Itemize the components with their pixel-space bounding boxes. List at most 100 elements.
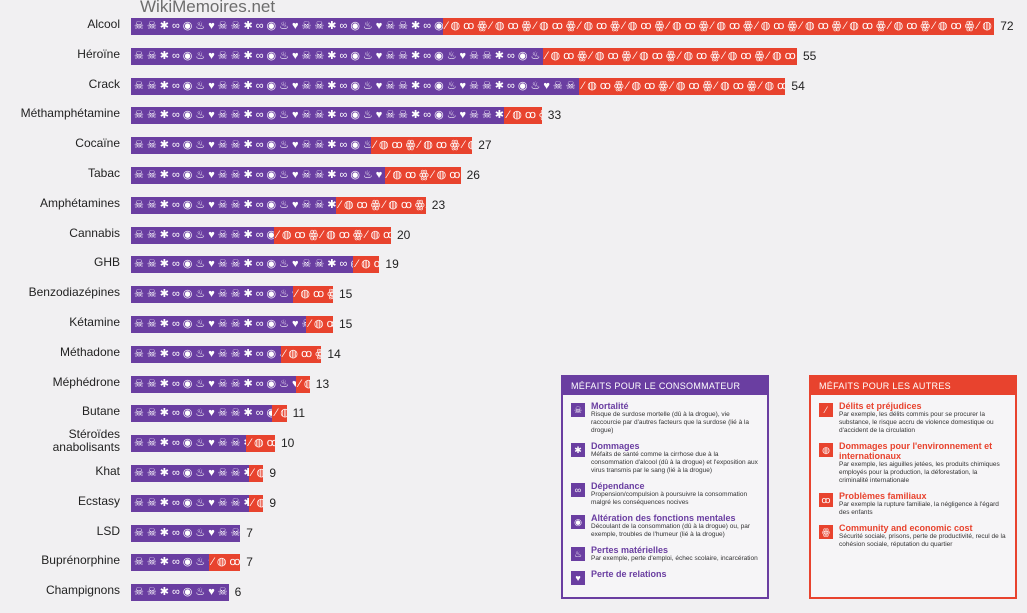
others-segment: ⁄◍ꝏꙮ⁄◍ꝏꙮ⁄◍ꝏꙮ⁄◍ꝏꙮ⁄◍ꝏꙮ⁄◍ꝏꙮ⁄◍ꝏꙮ⁄◍ꝏꙮ⁄◍ꝏꙮ⁄◍ꝏꙮ… [274,226,391,244]
value-label: 23 [431,197,446,212]
legend-item-desc: Découlant de la consommation (dû à la dr… [591,523,750,538]
bar: ☠☠✱∞◉♨♥☠☠✱∞◉♨♥☠☠✱∞◉♨♥☠☠✱∞◉♨♥☠☠✱∞◉♨♥☠☠✱∞◉… [131,107,542,125]
others-segment: ⁄◍ꝏꙮ⁄◍ꝏꙮ⁄◍ꝏꙮ⁄◍ꝏꙮ⁄◍ꝏꙮ⁄◍ꝏꙮ⁄◍ꝏꙮ⁄◍ꝏꙮ⁄◍ꝏꙮ⁄◍ꝏꙮ… [353,256,380,274]
users-segment: ☠☠✱∞◉♨♥☠☠✱∞◉♨♥☠☠✱∞◉♨♥☠☠✱∞◉♨♥☠☠✱∞◉♨♥☠☠✱∞◉… [131,196,337,214]
category-label: Méphédrone [52,374,120,389]
legend-item-title: Altération des fonctions mentales [591,513,736,523]
bar-row: Héroïne ☠☠✱∞◉♨♥☠☠✱∞◉♨♥☠☠✱∞◉♨♥☠☠✱∞◉♨♥☠☠✱∞◉… [0,46,1027,66]
bar-row: Amphétamines ☠☠✱∞◉♨♥☠☠✱∞◉♨♥☠☠✱∞◉♨♥☠☠✱∞◉♨♥… [0,195,1027,215]
others-segment: ⁄◍ꝏꙮ⁄◍ꝏꙮ⁄◍ꝏꙮ⁄◍ꝏꙮ⁄◍ꝏꙮ⁄◍ꝏꙮ⁄◍ꝏꙮ⁄◍ꝏꙮ⁄◍ꝏꙮ⁄◍ꝏꙮ… [248,494,264,512]
bar: ☠☠✱∞◉♨♥☠☠✱∞◉♨♥☠☠✱∞◉♨♥☠☠✱∞◉♨♥☠☠✱∞◉♨♥☠☠✱∞◉… [131,554,241,572]
value-label: 9 [269,495,277,510]
users-segment: ☠☠✱∞◉♨♥☠☠✱∞◉♨♥☠☠✱∞◉♨♥☠☠✱∞◉♨♥☠☠✱∞◉♨♥☠☠✱∞◉… [131,47,543,65]
globe-icon: ◍ [819,443,833,457]
bar: ☠☠✱∞◉♨♥☠☠✱∞◉♨♥☠☠✱∞◉♨♥☠☠✱∞◉♨♥☠☠✱∞◉♨♥☠☠✱∞◉… [131,375,310,393]
knife-icon: ⁄ [819,403,833,417]
bar: ☠☠✱∞◉♨♥☠☠✱∞◉♨♥☠☠✱∞◉♨♥☠☠✱∞◉♨♥☠☠✱∞◉♨♥☠☠✱∞◉… [131,584,229,602]
bar: ☠☠✱∞◉♨♥☠☠✱∞◉♨♥☠☠✱∞◉♨♥☠☠✱∞◉♨♥☠☠✱∞◉♨♥☠☠✱∞◉… [131,405,287,423]
bar-row: Champignons ☠☠✱∞◉♨♥☠☠✱∞◉♨♥☠☠✱∞◉♨♥☠☠✱∞◉♨♥☠… [0,584,1027,602]
others-segment: ⁄◍ꝏꙮ⁄◍ꝏꙮ⁄◍ꝏꙮ⁄◍ꝏꙮ⁄◍ꝏꙮ⁄◍ꝏꙮ⁄◍ꝏꙮ⁄◍ꝏꙮ⁄◍ꝏꙮ⁄◍ꝏꙮ… [246,435,275,453]
value-label: 7 [246,525,253,540]
bar: ☠☠✱∞◉♨♥☠☠✱∞◉♨♥☠☠✱∞◉♨♥☠☠✱∞◉♨♥☠☠✱∞◉♨♥☠☠✱∞◉… [131,494,264,512]
category-label: Méthamphétamine [20,106,120,121]
category-label: Buprénorphine [41,553,120,568]
brain-icon: ◉ [571,515,585,529]
category-label: Stéroïdes anabolisants [52,427,120,455]
bar-row: Cocaïne ☠☠✱∞◉♨♥☠☠✱∞◉♨♥☠☠✱∞◉♨♥☠☠✱∞◉♨♥☠☠✱∞◉… [0,137,1027,155]
legend-item: ♥ Perte de relations [571,569,759,585]
category-label: Kétamine [69,315,120,329]
bar: ☠☠✱∞◉♨♥☠☠✱∞◉♨♥☠☠✱∞◉♨♥☠☠✱∞◉♨♥☠☠✱∞◉♨♥☠☠✱∞◉… [131,137,473,155]
others-segment: ⁄◍ꝏꙮ⁄◍ꝏꙮ⁄◍ꝏꙮ⁄◍ꝏꙮ⁄◍ꝏꙮ⁄◍ꝏꙮ⁄◍ꝏꙮ⁄◍ꝏꙮ⁄◍ꝏꙮ⁄◍ꝏꙮ… [442,18,995,35]
others-segment: ⁄◍ꝏꙮ⁄◍ꝏꙮ⁄◍ꝏꙮ⁄◍ꝏꙮ⁄◍ꝏꙮ⁄◍ꝏꙮ⁄◍ꝏꙮ⁄◍ꝏꙮ⁄◍ꝏꙮ⁄◍ꝏꙮ… [292,286,333,304]
category-label: Khat [95,464,120,478]
bar: ☠☠✱∞◉♨♥☠☠✱∞◉♨♥☠☠✱∞◉♨♥☠☠✱∞◉♨♥☠☠✱∞◉♨♥☠☠✱∞◉… [131,226,391,244]
legend-item-desc: Risque de surdose mortelle (dû à la drog… [591,411,750,434]
legend-item: ꙮ Community and economic cost Sécurité s… [819,523,1007,549]
value-label: 14 [327,346,341,361]
legend-item-title: Problèmes familiaux [839,491,927,501]
category-label: Amphétamines [39,195,120,210]
others-segment: ⁄◍ꝏꙮ⁄◍ꝏꙮ⁄◍ꝏꙮ⁄◍ꝏꙮ⁄◍ꝏꙮ⁄◍ꝏꙮ⁄◍ꝏꙮ⁄◍ꝏꙮ⁄◍ꝏꙮ⁄◍ꝏꙮ… [296,375,310,393]
legend-item-desc: Par exemple, les délits commis pour se p… [839,411,994,434]
value-label: 7 [246,555,253,570]
category-label: Méthadone [59,344,120,359]
bar-row: Butane ☠☠✱∞◉♨♥☠☠✱∞◉♨♥☠☠✱∞◉♨♥☠☠✱∞◉♨♥☠☠✱∞◉♨… [0,405,1027,423]
others-segment: ⁄◍ꝏꙮ⁄◍ꝏꙮ⁄◍ꝏꙮ⁄◍ꝏꙮ⁄◍ꝏꙮ⁄◍ꝏꙮ⁄◍ꝏꙮ⁄◍ꝏꙮ⁄◍ꝏꙮ⁄◍ꝏꙮ… [542,47,797,65]
family-icon: ꝏ [819,493,833,507]
bar-row: Cannabis ☠☠✱∞◉♨♥☠☠✱∞◉♨♥☠☠✱∞◉♨♥☠☠✱∞◉♨♥☠☠✱∞… [0,225,1027,245]
value-label: 72 [1000,19,1014,33]
bar: ☠☠✱∞◉♨♥☠☠✱∞◉♨♥☠☠✱∞◉♨♥☠☠✱∞◉♨♥☠☠✱∞◉♨♥☠☠✱∞◉… [131,77,786,95]
legend-item: ∞ Dépendance Propension/compulsion à pou… [571,481,759,507]
users-segment: ☠☠✱∞◉♨♥☠☠✱∞◉♨♥☠☠✱∞◉♨♥☠☠✱∞◉♨♥☠☠✱∞◉♨♥☠☠✱∞◉… [131,405,273,423]
bar: ☠☠✱∞◉♨♥☠☠✱∞◉♨♥☠☠✱∞◉♨♥☠☠✱∞◉♨♥☠☠✱∞◉♨♥☠☠✱∞◉… [131,286,333,304]
category-label: Ecstasy [77,493,120,508]
others-segment: ⁄◍ꝏꙮ⁄◍ꝏꙮ⁄◍ꝏꙮ⁄◍ꝏꙮ⁄◍ꝏꙮ⁄◍ꝏꙮ⁄◍ꝏꙮ⁄◍ꝏꙮ⁄◍ꝏꙮ⁄◍ꝏꙮ… [336,196,426,214]
users-segment: ☠☠✱∞◉♨♥☠☠✱∞◉♨♥☠☠✱∞◉♨♥☠☠✱∞◉♨♥☠☠✱∞◉♨♥☠☠✱∞◉… [131,345,281,363]
users-segment: ☠☠✱∞◉♨♥☠☠✱∞◉♨♥☠☠✱∞◉♨♥☠☠✱∞◉♨♥☠☠✱∞◉♨♥☠☠✱∞◉… [131,77,580,95]
broken-heart-icon: ♥ [571,571,585,585]
value-label: 15 [339,317,353,331]
category-label: Tabac [87,166,120,180]
bar-row: Alcool ☠☠✱∞◉♨♥☠☠✱∞◉♨♥☠☠✱∞◉♨♥☠☠✱∞◉♨♥☠☠✱∞◉♨… [0,18,1027,36]
bar-row: Tabac ☠☠✱∞◉♨♥☠☠✱∞◉♨♥☠☠✱∞◉♨♥☠☠✱∞◉♨♥☠☠✱∞◉♨♥… [0,167,1027,185]
legend-item-title: Dépendance [591,481,645,491]
category-label: LSD [96,523,120,538]
legend-item: ꝏ Problèmes familiaux Par exemple la rup… [819,491,1007,517]
users-segment: ☠☠✱∞◉♨♥☠☠✱∞◉♨♥☠☠✱∞◉♨♥☠☠✱∞◉♨♥☠☠✱∞◉♨♥☠☠✱∞◉… [131,494,249,512]
users-segment: ☠☠✱∞◉♨♥☠☠✱∞◉♨♥☠☠✱∞◉♨♥☠☠✱∞◉♨♥☠☠✱∞◉♨♥☠☠✱∞◉… [131,435,247,453]
value-label: 54 [791,78,805,93]
chain-icon: ∞ [571,483,585,497]
legend-item-title: Délits et préjudices [839,401,922,411]
skull-icon: ☠ [571,403,585,417]
legend-item: ◉ Altération des fonctions mentales Déco… [571,513,759,539]
others-segment: ⁄◍ꝏꙮ⁄◍ꝏꙮ⁄◍ꝏꙮ⁄◍ꝏꙮ⁄◍ꝏꙮ⁄◍ꝏꙮ⁄◍ꝏꙮ⁄◍ꝏꙮ⁄◍ꝏꙮ⁄◍ꝏꙮ… [209,554,241,572]
bar: ☠☠✱∞◉♨♥☠☠✱∞◉♨♥☠☠✱∞◉♨♥☠☠✱∞◉♨♥☠☠✱∞◉♨♥☠☠✱∞◉… [131,524,241,542]
bar-row: Méthamphétamine ☠☠✱∞◉♨♥☠☠✱∞◉♨♥☠☠✱∞◉♨♥☠☠✱∞… [0,107,1027,125]
users-segment: ☠☠✱∞◉♨♥☠☠✱∞◉♨♥☠☠✱∞◉♨♥☠☠✱∞◉♨♥☠☠✱∞◉♨♥☠☠✱∞◉… [131,286,293,304]
value-label: 9 [269,466,277,480]
others-segment: ⁄◍ꝏꙮ⁄◍ꝏꙮ⁄◍ꝏꙮ⁄◍ꝏꙮ⁄◍ꝏꙮ⁄◍ꝏꙮ⁄◍ꝏꙮ⁄◍ꝏꙮ⁄◍ꝏꙮ⁄◍ꝏꙮ… [579,77,786,95]
bar-row: Khat ☠☠✱∞◉♨♥☠☠✱∞◉♨♥☠☠✱∞◉♨♥☠☠✱∞◉♨♥☠☠✱∞◉♨♥☠… [0,465,1027,483]
bar: ☠☠✱∞◉♨♥☠☠✱∞◉♨♥☠☠✱∞◉♨♥☠☠✱∞◉♨♥☠☠✱∞◉♨♥☠☠✱∞◉… [131,167,461,184]
value-label: 10 [281,436,295,451]
users-segment: ☠☠✱∞◉♨♥☠☠✱∞◉♨♥☠☠✱∞◉♨♥☠☠✱∞◉♨♥☠☠✱∞◉♨♥☠☠✱∞◉… [131,18,443,35]
category-label: Cannabis [69,225,120,240]
damage-icon: ✱ [571,443,585,457]
bar-row: Méphédrone ☠☠✱∞◉♨♥☠☠✱∞◉♨♥☠☠✱∞◉♨♥☠☠✱∞◉♨♥☠☠… [0,374,1027,394]
users-segment: ☠☠✱∞◉♨♥☠☠✱∞◉♨♥☠☠✱∞◉♨♥☠☠✱∞◉♨♥☠☠✱∞◉♨♥☠☠✱∞◉… [131,524,241,542]
users-segment: ☠☠✱∞◉♨♥☠☠✱∞◉♨♥☠☠✱∞◉♨♥☠☠✱∞◉♨♥☠☠✱∞◉♨♥☠☠✱∞◉… [131,167,385,184]
legend-item-title: Mortalité [591,401,629,411]
users-segment: ☠☠✱∞◉♨♥☠☠✱∞◉♨♥☠☠✱∞◉♨♥☠☠✱∞◉♨♥☠☠✱∞◉♨♥☠☠✱∞◉… [131,137,372,155]
legend-item-desc: Par exemple la rupture familiale, la nég… [839,501,999,516]
value-label: 15 [339,287,353,302]
legend-item: ☠ Mortalité Risque de surdose mortelle (… [571,401,759,435]
legend-item: ✱ Dommages Méfaits de santé comme la cir… [571,441,759,475]
legend-item-desc: Sécurité sociale, prisons, perte de prod… [839,533,1006,548]
bar: ☠☠✱∞◉♨♥☠☠✱∞◉♨♥☠☠✱∞◉♨♥☠☠✱∞◉♨♥☠☠✱∞◉♨♥☠☠✱∞◉… [131,18,995,35]
category-label: Héroïne [77,46,120,61]
users-segment: ☠☠✱∞◉♨♥☠☠✱∞◉♨♥☠☠✱∞◉♨♥☠☠✱∞◉♨♥☠☠✱∞◉♨♥☠☠✱∞◉… [131,226,274,244]
category-label: Champignons [45,583,120,598]
bar-row: Benzodiazépines ☠☠✱∞◉♨♥☠☠✱∞◉♨♥☠☠✱∞◉♨♥☠☠✱∞… [0,286,1027,304]
